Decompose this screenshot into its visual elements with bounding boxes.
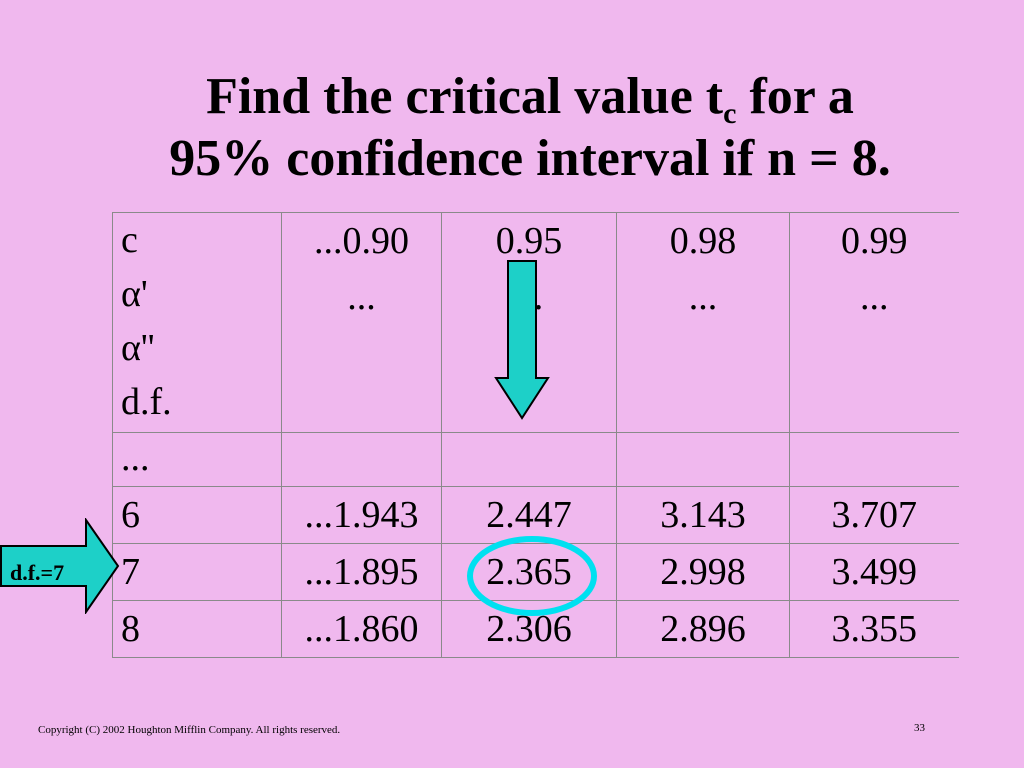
title-line-2: 95% confidence interval if n = 8. bbox=[169, 130, 891, 187]
row-df-cell: 6 bbox=[112, 486, 282, 544]
col-ellipsis: ... bbox=[688, 276, 718, 318]
title-line-1: Find the critical value tc for a bbox=[60, 66, 1000, 130]
table-cell: 3.143 bbox=[616, 486, 790, 544]
table-cell bbox=[441, 432, 617, 487]
table-cell: 3.355 bbox=[789, 600, 959, 658]
right-arrow-icon bbox=[0, 518, 120, 614]
table-cell: 3.707 bbox=[789, 486, 959, 544]
header-label-cell: c α' α'' d.f. bbox=[112, 212, 282, 433]
row-df-cell: 8 bbox=[112, 600, 282, 658]
col-c-value: 0.95 bbox=[495, 220, 563, 262]
table-cell bbox=[281, 432, 442, 487]
header-col-090: ...0.90 ... bbox=[281, 212, 442, 433]
table-cell: 3.499 bbox=[789, 543, 959, 601]
table-cell: 2.998 bbox=[616, 543, 790, 601]
row-df-cell: ... bbox=[112, 432, 282, 487]
label-c: c bbox=[121, 219, 138, 261]
label-df: d.f. bbox=[121, 381, 172, 423]
col-ellipsis: ... bbox=[347, 276, 376, 318]
table-cell: ...1.943 bbox=[281, 486, 442, 544]
col-ellipsis: ... bbox=[860, 276, 889, 318]
col-c-value: 0.98 bbox=[669, 220, 737, 262]
table-row-df-7: 7 ...1.895 2.365 2.998 3.499 bbox=[112, 543, 959, 601]
table-cell: 2.447 bbox=[441, 486, 617, 544]
table-cell: ...1.860 bbox=[281, 600, 442, 658]
table-cell: 2.896 bbox=[616, 600, 790, 658]
header-col-099: 0.99 ... bbox=[789, 212, 959, 433]
label-alpha-one-tail: α' bbox=[121, 273, 148, 315]
row-df-cell: 7 bbox=[112, 543, 282, 601]
header-col-098: 0.98 ... bbox=[616, 212, 790, 433]
col-c-value: ...0.90 bbox=[314, 220, 409, 262]
table-row-ellipsis: ... bbox=[112, 432, 959, 487]
table-cell bbox=[789, 432, 959, 487]
table-header-row: c α' α'' d.f. ...0.90 ... 0.95 ... 0.98 … bbox=[112, 212, 959, 433]
df-annotation-label: d.f.=7 bbox=[10, 560, 65, 585]
table-cell: ...1.895 bbox=[281, 543, 442, 601]
col-c-value: 0.99 bbox=[841, 220, 908, 262]
down-arrow-icon bbox=[494, 260, 550, 420]
title-text-a: Find the critical value t bbox=[206, 68, 724, 125]
t-distribution-table: c α' α'' d.f. ...0.90 ... 0.95 ... 0.98 … bbox=[112, 212, 959, 658]
table-cell bbox=[616, 432, 790, 487]
label-alpha-two-tail: α'' bbox=[121, 327, 155, 369]
highlight-circle bbox=[467, 536, 597, 616]
title-subscript: c bbox=[723, 97, 737, 130]
slide-title: Find the critical value tc for a 95% con… bbox=[60, 66, 1000, 190]
copyright-notice: Copyright (C) 2002 Houghton Mifflin Comp… bbox=[38, 724, 341, 736]
page-number: 33 bbox=[914, 722, 925, 734]
table-row-df-6: 6 ...1.943 2.447 3.143 3.707 bbox=[112, 486, 959, 544]
table-row-df-8: 8 ...1.860 2.306 2.896 3.355 bbox=[112, 600, 959, 658]
title-text-b: for a bbox=[736, 68, 854, 125]
